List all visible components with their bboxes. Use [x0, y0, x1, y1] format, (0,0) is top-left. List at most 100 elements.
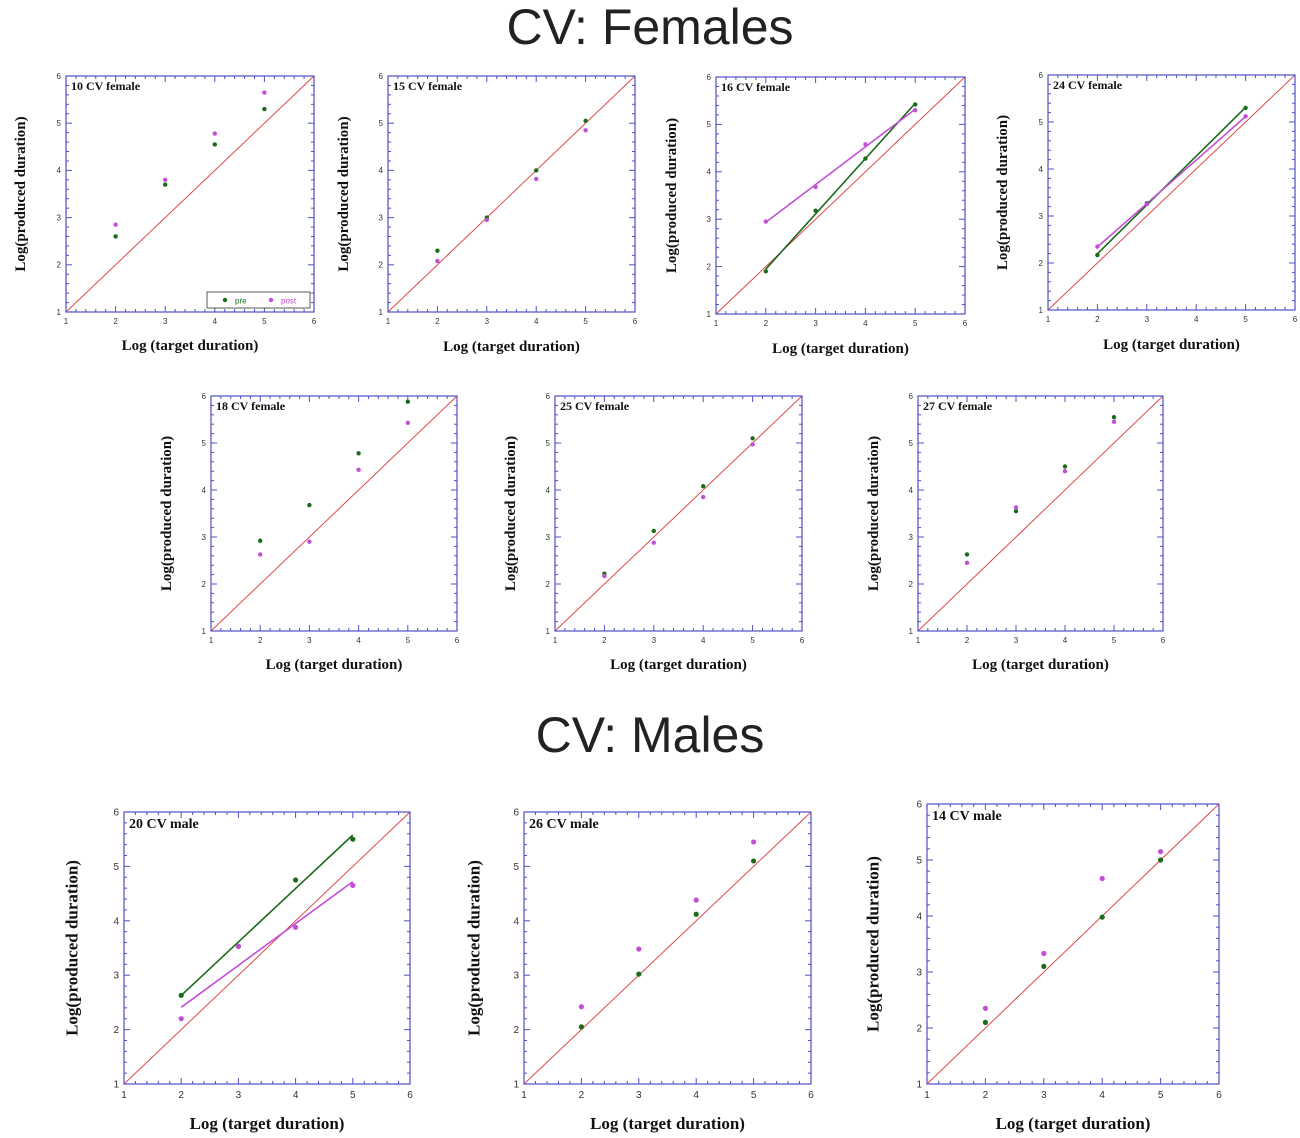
y-tick-label: 1 [707, 310, 712, 319]
y-tick-label: 6 [113, 808, 119, 819]
identity-line [554, 395, 803, 632]
y-tick-label: 6 [1039, 71, 1044, 80]
pre-point [307, 502, 312, 508]
pre-point [178, 992, 184, 998]
y-tick-label: 4 [916, 912, 922, 923]
pre-point [693, 911, 699, 917]
post-point [235, 943, 241, 949]
x-tick-label: 6 [1293, 315, 1298, 324]
x-tick-label: 5 [913, 319, 918, 328]
x-axis-label: Log (target duration) [443, 339, 580, 355]
post-point [1111, 419, 1117, 425]
x-tick-label: 4 [693, 1090, 699, 1101]
y-tick-label: 5 [916, 856, 922, 867]
x-tick-label: 5 [1243, 315, 1248, 324]
post-point [534, 176, 539, 182]
y-tick-label: 3 [916, 968, 922, 979]
pre-point [636, 971, 642, 977]
x-tick-label: 2 [602, 636, 607, 645]
pre-point [583, 118, 588, 124]
x-tick-label: 3 [163, 317, 168, 326]
y-tick-label: 2 [916, 1024, 922, 1035]
y-tick-label: 4 [707, 168, 712, 177]
pre-fit-line [1096, 106, 1247, 255]
y-axis-label: Log(produced duration) [62, 860, 81, 1036]
y-tick-label: 4 [113, 916, 119, 927]
x-axis-label: Log (target duration) [610, 657, 747, 673]
pre-point [1243, 105, 1248, 111]
females-section-title: CV: Females [506, 0, 794, 55]
x-tick-label: 1 [1046, 315, 1051, 324]
y-tick-label: 6 [546, 392, 551, 401]
y-tick-label: 3 [202, 533, 207, 542]
y-tick-label: 6 [707, 73, 712, 82]
pre-point [964, 552, 970, 557]
y-tick-label: 4 [546, 486, 551, 495]
y-tick-label: 6 [202, 392, 207, 401]
y-tick-label: 6 [909, 392, 914, 401]
x-tick-label: 2 [1095, 315, 1100, 324]
x-tick-label: 3 [636, 1090, 642, 1101]
y-tick-label: 5 [113, 862, 119, 873]
legend-box [206, 291, 311, 309]
y-tick-label: 1 [379, 308, 384, 317]
pre-point [651, 528, 656, 534]
identity-line [926, 803, 1220, 1085]
plot-frame [65, 75, 315, 313]
x-tick-label: 6 [800, 636, 805, 645]
x-tick-label: 1 [121, 1090, 127, 1101]
x-tick-label: 2 [579, 1090, 585, 1101]
x-axis-label: Log (target duration) [590, 1114, 745, 1133]
x-tick-label: 3 [1014, 636, 1019, 645]
x-tick-label: 5 [751, 1090, 757, 1101]
y-axis-label: Log(produced duration) [995, 115, 1011, 270]
y-tick-label: 6 [513, 808, 519, 819]
pre-point [1095, 252, 1100, 258]
identity-line [1047, 74, 1296, 311]
pre-point [982, 1019, 989, 1025]
identity-line [65, 75, 315, 313]
post-point [693, 897, 699, 903]
pre-point [350, 836, 356, 842]
x-tick-label: 4 [1063, 636, 1068, 645]
post-point [1243, 114, 1248, 119]
legend-post-label: post [281, 297, 297, 306]
pre-point [1111, 414, 1117, 420]
x-tick-label: 5 [350, 1090, 356, 1101]
x-tick-label: 5 [1112, 636, 1117, 645]
panel-title: 20 CV male [129, 817, 199, 832]
y-tick-label: 2 [1039, 259, 1044, 268]
post-point [1041, 950, 1047, 957]
panel-title: 24 CV female [1053, 78, 1123, 92]
y-tick-label: 4 [202, 486, 207, 495]
pre-point [750, 436, 755, 441]
pre-point [813, 208, 818, 213]
x-tick-label: 4 [293, 1090, 299, 1101]
y-tick-label: 5 [202, 439, 207, 448]
pre-point [258, 538, 263, 543]
y-tick-label: 3 [1039, 212, 1044, 221]
y-tick-label: 2 [202, 580, 207, 589]
pre-point [405, 399, 410, 404]
post-point [307, 539, 312, 544]
pre-fit-line [765, 102, 916, 270]
post-point [763, 219, 768, 224]
panel-title: 14 CV male [932, 809, 1002, 824]
x-tick-label: 6 [1161, 636, 1166, 645]
y-tick-label: 1 [546, 627, 551, 636]
y-tick-label: 2 [513, 1025, 519, 1036]
post-point [863, 142, 868, 147]
x-tick-label: 5 [1158, 1090, 1164, 1101]
y-axis-label: Log(produced duration) [13, 116, 29, 271]
x-tick-label: 2 [113, 317, 118, 326]
x-tick-label: 1 [916, 636, 921, 645]
x-tick-label: 6 [963, 319, 968, 328]
panel-title: 25 CV female [560, 399, 630, 413]
plot-frame [523, 811, 812, 1085]
pre-point [163, 182, 168, 187]
